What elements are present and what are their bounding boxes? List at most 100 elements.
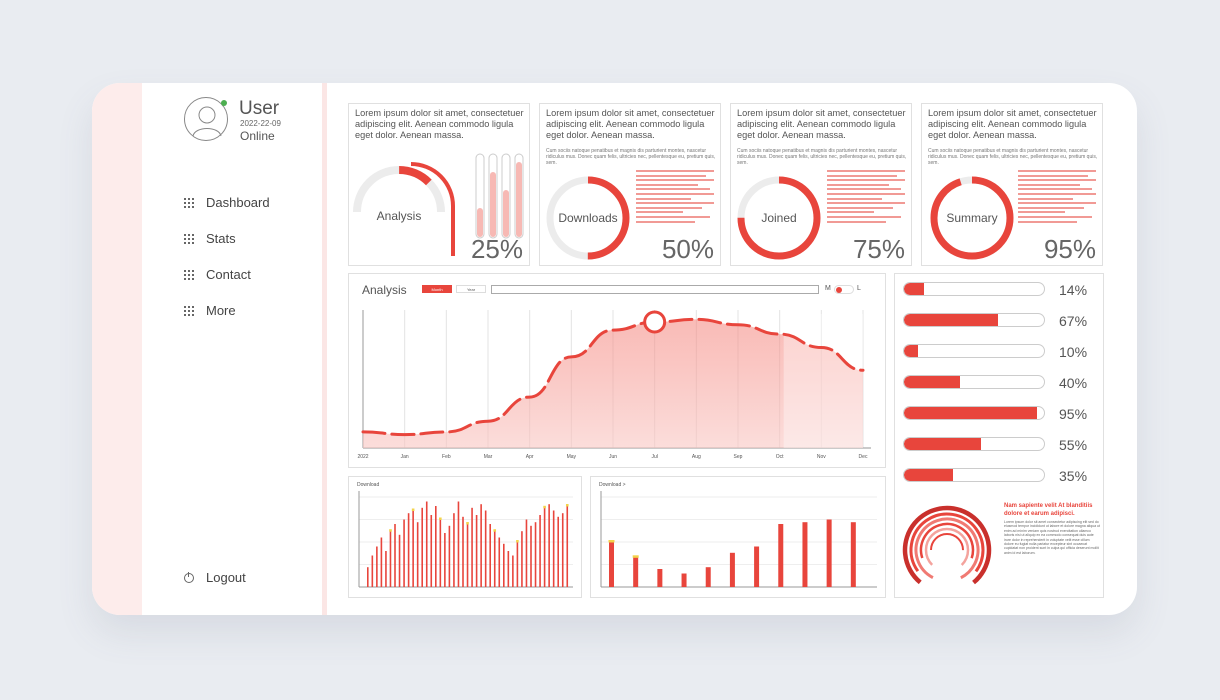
- bar: [448, 525, 451, 587]
- toggle-right-label: L: [857, 285, 861, 292]
- progress-value: 35%: [1059, 468, 1088, 484]
- bar: [416, 522, 419, 587]
- ring-segment: [919, 522, 975, 578]
- online-status-dot: [221, 100, 227, 106]
- progress-fill: [904, 283, 924, 295]
- grid-icon: [184, 233, 194, 244]
- x-tick-label: Oct: [776, 454, 784, 460]
- progress-fill: [904, 469, 953, 481]
- bar-highlight: [439, 517, 442, 520]
- bar: [657, 569, 663, 587]
- bar: [548, 504, 550, 587]
- stat-percent: 75%: [852, 234, 905, 264]
- nav-item-dashboard[interactable]: Dashboard: [184, 195, 270, 210]
- progress-track: [903, 406, 1045, 420]
- grid-icon: [184, 305, 194, 316]
- bar: [376, 546, 378, 587]
- bar: [371, 555, 374, 587]
- toggle-left-label: M: [825, 285, 831, 292]
- bar: [489, 524, 491, 587]
- bar: [705, 567, 711, 587]
- stat-card-joined[interactable]: Lorem ipsum dolor sit amet, consectetuer…: [730, 103, 912, 266]
- bar-highlight: [389, 529, 392, 532]
- nav-item-contact[interactable]: Contact: [184, 267, 251, 282]
- bar: [439, 519, 442, 587]
- stat-card-downloads[interactable]: Lorem ipsum dolor sit amet, consectetuer…: [539, 103, 721, 266]
- ring-segment: [924, 527, 970, 573]
- analysis-title: Analysis: [362, 283, 407, 297]
- bar: [484, 510, 487, 587]
- power-icon: [184, 571, 194, 583]
- bar: [516, 542, 519, 587]
- bar: [389, 531, 392, 587]
- x-tick-label: Nov: [817, 454, 826, 460]
- bar: [380, 537, 383, 587]
- text-lines: [636, 170, 714, 225]
- bar-highlight: [466, 522, 469, 525]
- range-button-month[interactable]: Month: [422, 285, 452, 293]
- bar: [471, 507, 473, 587]
- bar: [480, 504, 482, 587]
- ring-arc: [737, 176, 821, 260]
- bar: [466, 524, 469, 587]
- nav-item-more[interactable]: More: [184, 303, 236, 318]
- progress-track: [903, 437, 1045, 451]
- bar: [398, 534, 401, 587]
- chart-title: Download >: [599, 482, 626, 488]
- bar: [552, 510, 555, 587]
- bar: [534, 522, 537, 587]
- download-bar-chart-2-panel: Download >: [590, 476, 886, 598]
- m-l-toggle[interactable]: [834, 285, 854, 294]
- stat-percent: 95%: [1043, 234, 1096, 264]
- bar: [525, 519, 528, 587]
- nav-item-label: Dashboard: [206, 195, 270, 210]
- bar-highlight: [411, 508, 415, 511]
- joined-ring: Joined: [737, 176, 821, 260]
- progress-track: [903, 313, 1045, 327]
- x-tick-label: Jan: [401, 454, 409, 460]
- stat-card-summary[interactable]: Lorem ipsum dolor sit amet, consectetuer…: [921, 103, 1103, 266]
- bar: [850, 522, 856, 587]
- progress-fill: [904, 314, 998, 326]
- dashboard-window: User 2022-22-09 Online Dashboard Stats C…: [92, 83, 1137, 615]
- card-text: Lorem ipsum dolor sit amet, consectetuer…: [355, 108, 524, 140]
- logout-button[interactable]: Logout: [184, 570, 246, 585]
- bar: [561, 513, 564, 587]
- bar-highlight: [516, 540, 519, 543]
- future-shade: [783, 314, 863, 448]
- ring-arc: [930, 176, 1014, 260]
- progress-value: 14%: [1059, 282, 1088, 298]
- avatar[interactable]: [184, 97, 228, 141]
- bar: [729, 552, 735, 587]
- bar: [493, 531, 496, 587]
- bar: [566, 506, 569, 587]
- ring-segment: [930, 533, 964, 567]
- bar: [444, 533, 446, 587]
- card-text: Lorem ipsum dolor sit amet, consectetuer…: [737, 108, 906, 140]
- text-lines: [827, 170, 905, 225]
- bar: [754, 546, 760, 587]
- ring-label: Summary: [946, 211, 997, 225]
- stat-card-analysis[interactable]: Lorem ipsum dolor sit amet, consectetuer…: [348, 103, 530, 266]
- range-button-year[interactable]: Year: [456, 285, 486, 293]
- bar: [681, 573, 687, 587]
- x-tick-label: May: [567, 454, 577, 460]
- nav-item-stats[interactable]: Stats: [184, 231, 236, 246]
- progress-value: 40%: [1059, 375, 1088, 391]
- bar: [430, 515, 433, 587]
- sidebar-divider: [322, 83, 327, 615]
- concentric-rings: [902, 505, 992, 595]
- chart-title: Download: [357, 482, 380, 488]
- chart-search-input[interactable]: [491, 285, 819, 294]
- summary-title: Nam sapiente velit At blanditiis dolore …: [1004, 503, 1093, 517]
- ring-label: Joined: [761, 211, 796, 225]
- progress-row: 10%: [903, 344, 1093, 360]
- progress-row: 67%: [903, 313, 1093, 329]
- bar: [385, 551, 387, 587]
- progress-value: 95%: [1059, 406, 1088, 422]
- card-text: Lorem ipsum dolor sit amet, consectetuer…: [928, 108, 1097, 140]
- x-tick-label: Apr: [526, 454, 534, 460]
- x-tick-label: Feb: [442, 454, 451, 460]
- toggle-knob: [836, 287, 842, 293]
- bar: [503, 543, 505, 587]
